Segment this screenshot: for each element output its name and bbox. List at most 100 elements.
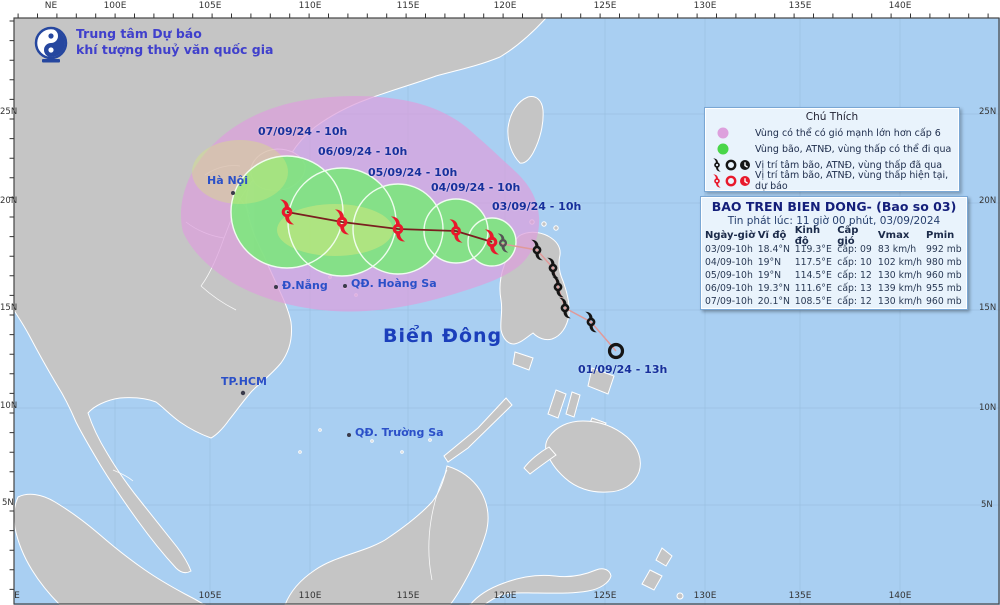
axis-label-left: 25N — [0, 107, 18, 117]
agency-name-line2: khí tượng thuỷ văn quốc gia — [76, 41, 274, 57]
track-label-0409: 04/09/24 - 10h — [431, 181, 521, 194]
axis-label-bottom: 125E — [593, 591, 617, 601]
cell-vmax: 130 km/h — [877, 296, 923, 307]
depression-start-icon — [607, 342, 625, 360]
cell-pmin: 980 mb — [926, 257, 962, 268]
left-margin — [0, 0, 14, 605]
sumatra-island — [14, 493, 206, 605]
cell-vmax: 139 km/h — [877, 283, 923, 294]
axis-label-right: 20N — [979, 196, 997, 206]
track-label-0109: 01/09/24 - 13h — [578, 363, 668, 376]
axis-label-bottom: 110E — [298, 591, 322, 601]
cell-lat: 19.3°N — [757, 283, 791, 294]
map-frame — [13, 17, 1000, 605]
place-markers — [231, 191, 351, 437]
legend-box: Chú Thích Vùng có thể có gió mạnh lớn hơ… — [704, 107, 960, 192]
axis-label-right: 10N — [979, 403, 997, 413]
track-label-0509: 05/09/24 - 10h — [368, 166, 458, 179]
cell-vmax: 83 km/h — [877, 244, 917, 255]
sulawesi-island — [469, 568, 612, 605]
axis-label-top: 125E — [593, 1, 617, 11]
cell-vmax: 130 km/h — [877, 270, 923, 281]
axis-label-top: NE — [44, 1, 58, 11]
track-label-0309: 03/09/24 - 10h — [492, 200, 582, 213]
agency-logo — [34, 26, 68, 63]
legend-title: Chú Thích — [805, 111, 859, 123]
cell-pmin: 960 mb — [926, 270, 962, 281]
axis-label-bottom: 120E — [493, 591, 517, 601]
place-label-truongsa: QĐ. Trường Sa — [355, 426, 444, 439]
cell-vmax: 102 km/h — [877, 257, 923, 268]
bulletin-title: BAO TREN BIEN DONG- (Bao so 03) — [711, 199, 957, 214]
legend-label: Vùng có thể có gió mạnh lớn hơn cấp 6 — [755, 127, 941, 139]
legend-label: Vị trí tâm bão, ATNĐ, vùng thấp hiện tại… — [755, 170, 949, 192]
legend-row: Vị trí tâm bão, ATNĐ, vùng thấp hiện tại… — [709, 170, 955, 192]
axis-label-right: 25N — [979, 107, 997, 117]
axis-label-top: 135E — [788, 1, 812, 11]
cell-lat: 19°N — [757, 257, 782, 268]
axis-label-bottom: 135E — [788, 591, 812, 601]
place-label-hanoi: Hà Nội — [207, 174, 248, 187]
cell-lat: 20.1°N — [757, 296, 791, 307]
past-symbols — [709, 157, 755, 173]
table-row: 04/09-10h 19°N 117.5°E cấp: 10 102 km/h … — [705, 256, 963, 269]
depression-icon — [725, 175, 737, 187]
low-icon — [740, 176, 750, 186]
cell-lon: 119.3°E — [794, 244, 832, 255]
col-header: Pmin — [926, 230, 955, 241]
cell-lon: 108.5°E — [794, 296, 832, 307]
col-header: Cấp gió — [837, 224, 859, 247]
cell-time: 04/09-10h — [705, 257, 753, 268]
axis-label-bottom: 115E — [396, 591, 420, 601]
legend-row: Vùng bão, ATNĐ, vùng thấp có thể đi qua — [709, 141, 955, 157]
cell-pmin: 960 mb — [926, 296, 962, 307]
axis-label-bottom: 140E — [888, 591, 912, 601]
axis-label-bottom: E — [14, 591, 20, 601]
axis-label-top: 100E — [103, 1, 127, 11]
table-row: 06/09-10h 19.3°N 111.6°E cấp: 13 139 km/… — [705, 282, 963, 295]
axis-label-right: 5N — [981, 500, 993, 510]
bulletin-box: BAO TREN BIEN DONG- (Bao so 03) Tin phát… — [700, 196, 968, 310]
axis-label-right: 15N — [979, 303, 997, 313]
cell-time: 06/09-10h — [705, 283, 753, 294]
low-icon — [740, 160, 750, 170]
axis-label-top: 120E — [493, 1, 517, 11]
place-label-danang: Đ.Nẵng — [282, 279, 328, 292]
agency-header: Trung tâm Dự báo khí tượng thuỷ văn quốc… — [34, 26, 273, 64]
axis-label-top: 110E — [298, 1, 322, 11]
past-position-icons — [497, 233, 625, 360]
cell-category: cấp: 12 — [837, 296, 872, 307]
track-label-0609: 06/09/24 - 10h — [318, 145, 408, 158]
typhoon-icon — [713, 174, 721, 188]
cell-category: cấp: 12 — [837, 270, 872, 281]
cell-time: 07/09-10h — [705, 296, 753, 307]
table-row: 03/09-10h 18.4°N 119.3°E cấp: 09 83 km/h… — [705, 243, 963, 256]
cell-lat: 19°N — [757, 270, 782, 281]
cell-category: cấp: 13 — [837, 283, 872, 294]
axis-label-left: 5N — [2, 498, 14, 508]
passage-zone-swatch — [709, 142, 755, 156]
palawan-island — [443, 397, 513, 463]
agency-name-line1: Trung tâm Dự báo — [76, 26, 202, 41]
axis-label-bottom: 105E — [198, 591, 222, 601]
axis-label-top: 115E — [396, 1, 420, 11]
axis-label-top: 130E — [693, 1, 717, 11]
typhoon-icon — [713, 158, 721, 172]
track-label-0709: 07/09/24 - 10h — [258, 125, 348, 138]
legend-row: Vị trí tâm bão, ATNĐ, vùng thấp đã qua — [709, 157, 955, 173]
legend-label: Vị trí tâm bão, ATNĐ, vùng thấp đã qua — [755, 159, 943, 171]
cell-lon: 117.5°E — [794, 257, 832, 268]
cell-pmin: 955 mb — [926, 283, 962, 294]
cell-pmin: 992 mb — [926, 244, 962, 255]
cell-lon: 114.5°E — [794, 270, 832, 281]
col-header: Kinh độ — [794, 224, 821, 247]
bulletin-issued: Tin phát lúc: 11 giờ 00 phút, 03/09/2024 — [727, 215, 941, 227]
taiwan-island — [507, 96, 544, 164]
depression-icon — [725, 159, 737, 171]
cell-category: cấp: 10 — [837, 257, 872, 268]
cell-time: 05/09-10h — [705, 270, 753, 281]
place-label-hoangsa: QĐ. Hoàng Sa — [351, 277, 437, 290]
cell-time: 03/09-10h — [705, 244, 753, 255]
cell-category: cấp: 09 — [837, 244, 872, 255]
